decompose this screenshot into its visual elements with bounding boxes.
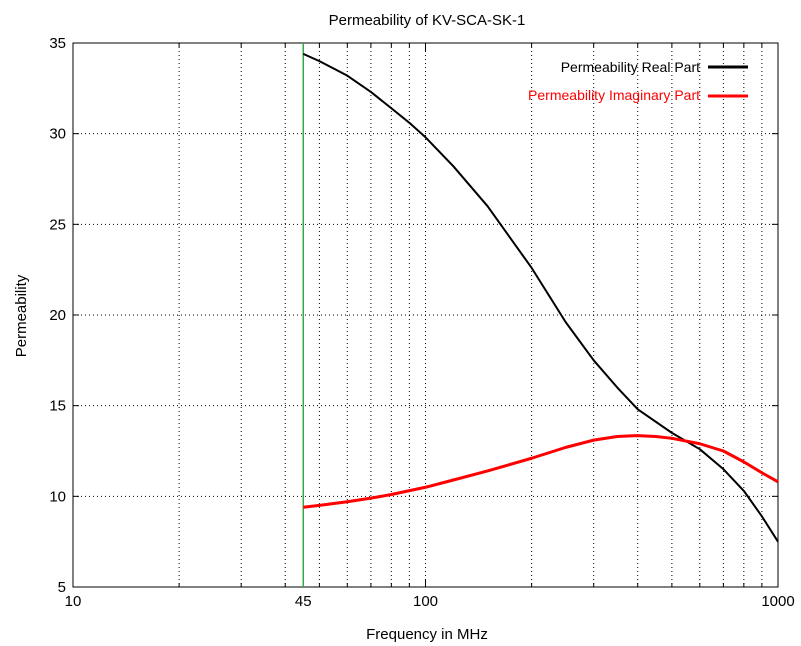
x-tick-label: 100: [413, 593, 438, 610]
y-axis-title: Permeability: [13, 274, 30, 357]
series-lines: [302, 52, 779, 543]
y-tick-label: 5: [58, 579, 66, 596]
y-tick-label: 25: [49, 216, 66, 233]
legend-label-imaginary: Permeability Imaginary Part: [528, 87, 700, 103]
y-tick-label: 35: [49, 35, 66, 52]
series-line-real: [302, 52, 779, 543]
y-tick-label: 30: [49, 126, 66, 143]
legend: Permeability Real Part Permeability Imag…: [528, 59, 748, 103]
x-tick-label: 10: [65, 593, 82, 610]
x-axis-title: Frequency in MHz: [366, 626, 488, 643]
marker-label: 45: [295, 593, 312, 610]
legend-label-real: Permeability Real Part: [561, 59, 700, 75]
y-tick-label: 10: [49, 488, 66, 505]
y-tick-label: 20: [49, 307, 66, 324]
y-tick-label: 15: [49, 398, 66, 415]
x-tick-label: 1000: [761, 593, 794, 610]
series-line-imaginary: [303, 434, 779, 509]
grid: [73, 43, 778, 587]
chart-title: Permeability of KV-SCA-SK-1: [329, 12, 526, 29]
